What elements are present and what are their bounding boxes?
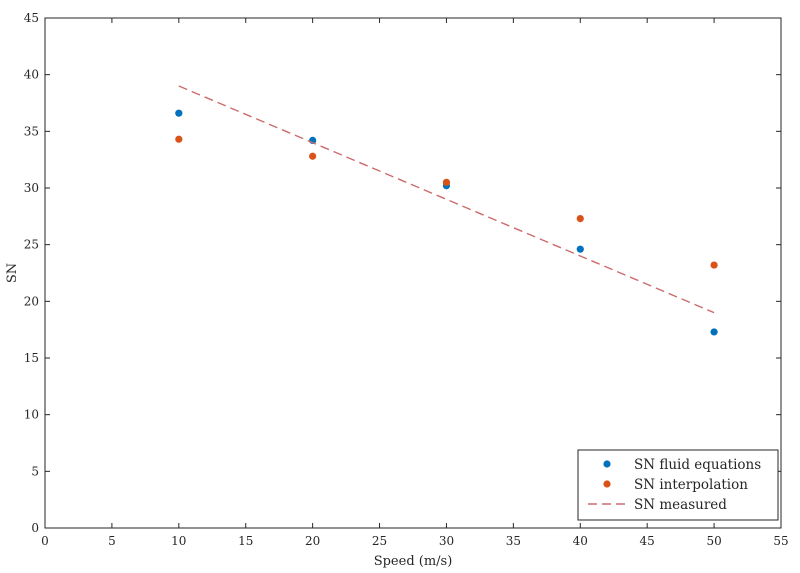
- data-point-series-1: [175, 135, 183, 143]
- legend-label: SN fluid equations: [634, 457, 761, 473]
- x-tick-label: 45: [640, 534, 655, 548]
- legend-box: [577, 449, 779, 521]
- x-tick-label: 55: [773, 534, 788, 548]
- y-tick-label: 5: [31, 464, 39, 478]
- y-tick-label: 35: [24, 124, 39, 138]
- x-tick-label: 15: [238, 534, 253, 548]
- legend: SN fluid equations SN interpolation SN mea…: [577, 449, 779, 521]
- chart-marks: [175, 85, 718, 336]
- plot-frame: [44, 17, 782, 529]
- y-tick-label: 10: [24, 408, 39, 422]
- y-tick-label: 30: [24, 181, 39, 195]
- x-tick-label: 0: [41, 534, 49, 548]
- legend-marker-swatch: [603, 460, 611, 468]
- axis-ticks: 0 5 10 15 20 25 30 35 40 45 50 55 0 5 10 15 20 25 30 35 40 45: [24, 11, 789, 548]
- data-point-series-1: [576, 215, 584, 223]
- y-axis-label: SN: [5, 263, 20, 283]
- data-point-series-0: [710, 328, 718, 336]
- x-tick-label: 5: [108, 534, 116, 548]
- legend-label: SN measured: [634, 497, 727, 513]
- data-point-series-1: [309, 152, 317, 160]
- y-tick-label: 45: [24, 11, 39, 25]
- x-tick-label: 40: [573, 534, 588, 548]
- x-tick-label: 35: [506, 534, 521, 548]
- measured-trend-line: [178, 85, 715, 314]
- x-tick-label: 20: [305, 534, 320, 548]
- y-tick-label: 0: [31, 521, 39, 535]
- x-tick-label: 50: [706, 534, 721, 548]
- x-tick-label: 10: [171, 534, 186, 548]
- plot-area: [45, 18, 781, 528]
- x-tick-label: 30: [439, 534, 454, 548]
- y-tick-label: 20: [24, 294, 39, 308]
- y-tick-label: 40: [24, 68, 39, 82]
- y-tick-label: 25: [24, 238, 39, 252]
- data-point-series-0: [175, 109, 183, 117]
- legend-label: SN interpolation: [634, 477, 748, 493]
- x-tick-label: 25: [372, 534, 387, 548]
- y-tick-label: 15: [24, 351, 39, 365]
- legend-marker-swatch: [603, 480, 611, 488]
- data-point-series-0: [576, 245, 584, 253]
- data-point-series-1: [442, 178, 451, 186]
- x-axis-label: Speed (m/s): [374, 554, 453, 569]
- data-point-series-1: [710, 261, 718, 269]
